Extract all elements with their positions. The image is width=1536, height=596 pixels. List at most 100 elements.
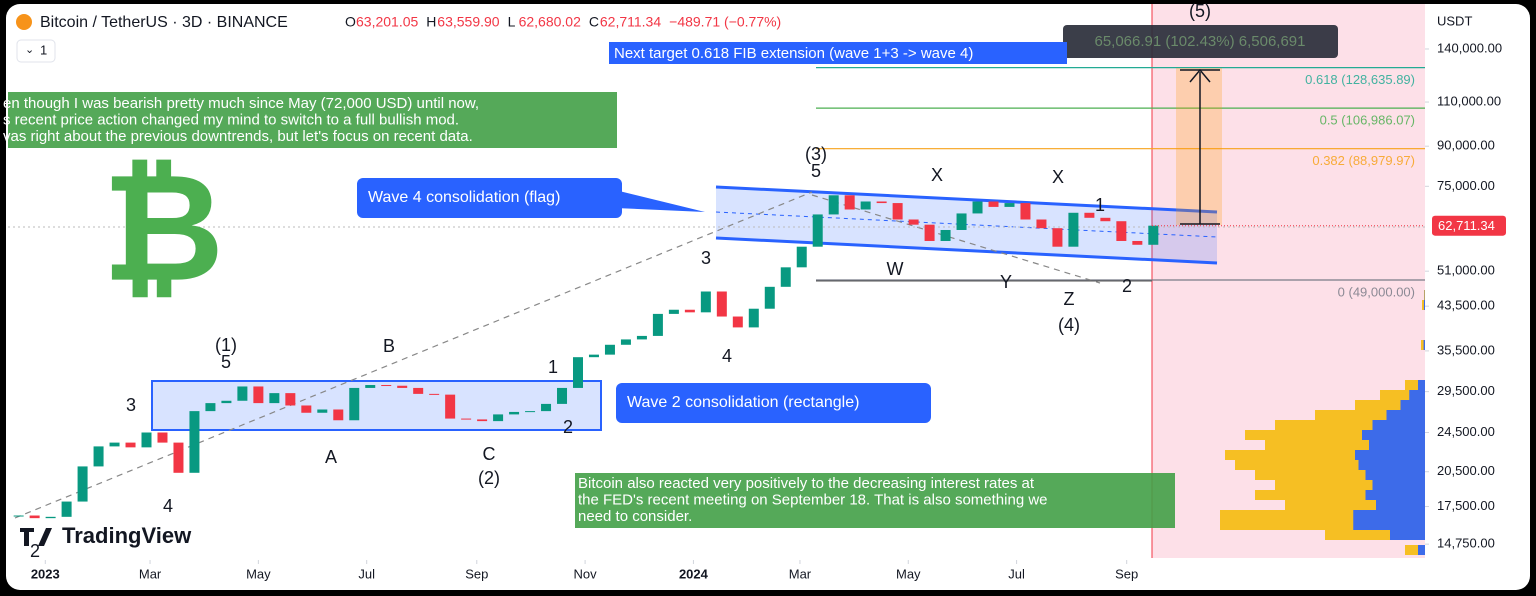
x-tick-label: May [896,566,921,581]
y-tick-label: 75,000.00 [1437,178,1495,193]
wave-label: 2 [563,417,573,437]
candle [205,403,216,412]
x-tick-label: Jul [358,566,375,581]
candle [157,432,168,443]
measure-head [1189,68,1211,83]
y-tick-label: 51,000.00 [1437,263,1495,278]
ohlc-value: 62,680.02 [519,14,581,30]
note-line: Bitcoin also reacted very positively to … [578,475,1035,492]
callout-pointer [615,190,705,212]
candle [509,411,520,415]
x-tick-label: Nov [574,566,598,581]
wave-label: (3) [805,144,827,164]
candle [780,267,791,287]
y-unit: USDT [1437,13,1472,28]
volume-profile [1355,450,1425,460]
candle [1068,212,1079,247]
volume-profile [1423,300,1425,310]
volume-profile [1390,530,1425,540]
target-label: Next target 0.618 FIB extension (wave 1+… [614,45,973,62]
candle [764,286,775,309]
volume-profile [1358,460,1425,470]
x-tick-label: May [246,566,271,581]
y-tick-label: 35,500.00 [1437,342,1495,357]
volume-profile [1372,480,1425,490]
volume-profile [1386,410,1425,420]
target-box [609,42,1067,64]
candle [1148,225,1159,245]
callout-label: Wave 4 consolidation (flag) [368,189,560,206]
candle [461,418,472,420]
candle [253,386,264,404]
candle [1004,203,1015,207]
wave-label: 4 [722,346,732,366]
volume-profile [1400,400,1425,410]
ohlc-key: O [345,14,356,30]
volume-profile [1353,510,1425,520]
volume-profile [1275,480,1425,490]
candle [221,400,232,404]
volume-profile [1405,545,1425,555]
volume-profile [1353,520,1425,530]
ohlc-value: 63,201.05 [356,14,418,30]
candle [908,219,919,225]
volume-profile [1409,390,1425,400]
x-tick-label: Sep [465,566,488,581]
y-tick-label: 24,500.00 [1437,424,1495,439]
candle [1132,240,1143,245]
volume-profile [1255,470,1425,480]
volume-profile [1372,420,1425,430]
candle [141,432,152,448]
candle [381,385,392,387]
candle [700,291,711,313]
candle [1100,217,1111,222]
candle [572,357,583,388]
volume-profile [1418,380,1425,390]
note-box [8,92,617,148]
candle [189,411,200,473]
candle [604,344,615,355]
candle [860,201,871,210]
candle [61,501,72,517]
fib-label: 0.5 (106,986.07) [1320,113,1415,128]
wave-label: 3 [126,395,136,415]
candle [1020,203,1031,220]
y-tick-label: 14,750.00 [1437,536,1495,551]
volume-profile [1325,530,1425,540]
candle [173,442,184,473]
candle [988,201,999,207]
volume-profile [1422,300,1425,310]
volume-profile [1220,510,1425,520]
candle [796,246,807,268]
volume-profile [1421,340,1425,350]
y-tick-label: 110,000.00 [1437,93,1501,108]
candle [588,354,599,358]
candle [429,393,440,395]
candle [493,414,504,422]
wave-label: 1 [1095,195,1105,215]
candle [844,195,855,210]
candle [1084,212,1095,218]
volume-profile [1285,500,1425,510]
candle [397,385,408,388]
volume-profile [1365,490,1425,500]
candle [876,201,887,204]
bitcoin-logo: ₿ [102,144,224,312]
volume-profile [1220,520,1425,530]
candle [892,203,903,220]
candle [812,214,823,247]
wave-label: (5) [1189,1,1211,21]
wave-label: W [887,259,904,279]
wave-label: 2 [30,541,40,561]
interval-box [16,39,56,63]
candle [365,385,376,388]
note-box [575,473,1175,528]
wave-label: X [1052,167,1064,187]
candle [445,394,456,419]
brand: TradingView [62,523,192,548]
symbol: Bitcoin / TetherUS · 3D · BINANCE [40,14,288,31]
volume-profile [1245,430,1425,440]
measure-label: 65,066.91 (102.43%) 6,506,691 [1094,33,1305,50]
